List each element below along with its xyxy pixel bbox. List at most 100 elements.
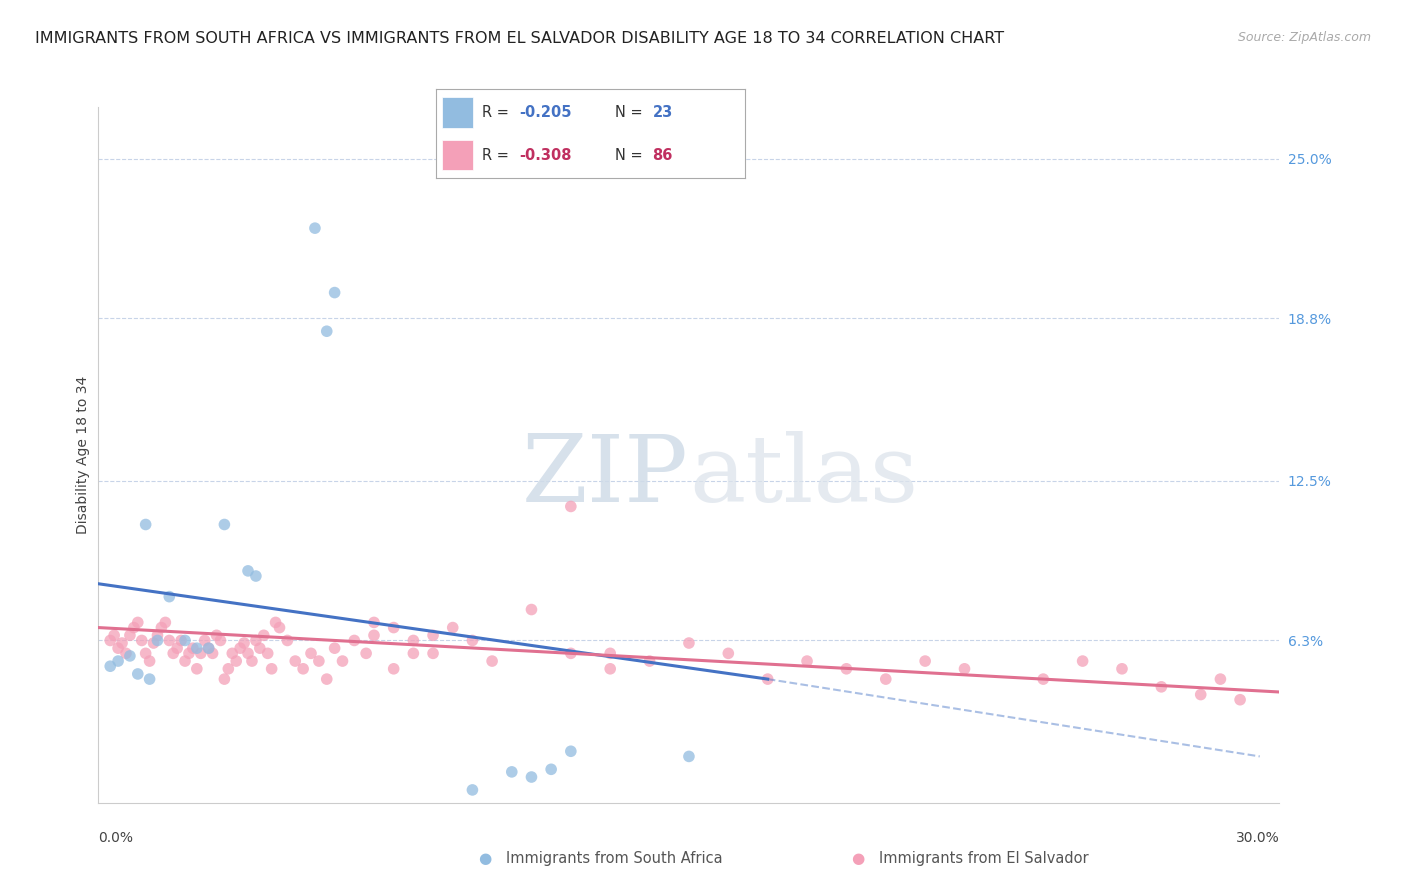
Point xyxy=(402,646,425,660)
Point xyxy=(264,615,287,630)
Point xyxy=(560,646,582,660)
Point xyxy=(166,641,188,656)
Point xyxy=(142,636,165,650)
Point xyxy=(135,646,157,660)
Point xyxy=(1071,654,1094,668)
Point xyxy=(717,646,740,660)
Point xyxy=(323,285,346,300)
Point xyxy=(229,641,252,656)
Point xyxy=(190,646,212,660)
Point xyxy=(363,615,385,630)
Point xyxy=(107,641,129,656)
Text: Immigrants from El Salvador: Immigrants from El Salvador xyxy=(879,851,1088,865)
Point xyxy=(299,646,322,660)
Point xyxy=(201,646,224,660)
Point xyxy=(181,641,204,656)
Point xyxy=(138,654,160,668)
Point xyxy=(233,636,256,650)
Text: Immigrants from South Africa: Immigrants from South Africa xyxy=(506,851,723,865)
Point xyxy=(422,628,444,642)
Point xyxy=(157,590,180,604)
Point xyxy=(174,654,197,668)
Point xyxy=(217,662,239,676)
Point xyxy=(240,654,263,668)
Point xyxy=(599,662,621,676)
Point xyxy=(382,662,405,676)
Point xyxy=(461,633,484,648)
Point xyxy=(146,628,169,642)
Text: Source: ZipAtlas.com: Source: ZipAtlas.com xyxy=(1237,31,1371,45)
Text: IMMIGRANTS FROM SOUTH AFRICA VS IMMIGRANTS FROM EL SALVADOR DISABILITY AGE 18 TO: IMMIGRANTS FROM SOUTH AFRICA VS IMMIGRAN… xyxy=(35,31,1004,46)
Point xyxy=(157,633,180,648)
Point xyxy=(107,654,129,668)
Point xyxy=(214,672,236,686)
Point xyxy=(1209,672,1232,686)
Point xyxy=(245,569,267,583)
Point xyxy=(236,646,259,660)
Point xyxy=(304,221,326,235)
Point xyxy=(382,621,405,635)
Point xyxy=(1229,692,1251,706)
Point xyxy=(1111,662,1133,676)
Point xyxy=(111,636,134,650)
Point xyxy=(186,641,208,656)
Point xyxy=(560,744,582,758)
Point xyxy=(402,633,425,648)
Point xyxy=(520,770,543,784)
Point xyxy=(284,654,307,668)
Bar xyxy=(441,97,472,128)
Point xyxy=(98,659,121,673)
Point xyxy=(363,628,385,642)
Text: ●: ● xyxy=(478,851,492,865)
Point xyxy=(540,762,562,776)
Point xyxy=(354,646,377,660)
Point xyxy=(953,662,976,676)
Point xyxy=(599,646,621,660)
Point xyxy=(1189,688,1212,702)
Point xyxy=(315,672,337,686)
Point xyxy=(253,628,276,642)
Point xyxy=(332,654,354,668)
Text: ZIP: ZIP xyxy=(522,431,689,521)
Point xyxy=(221,646,243,660)
Point xyxy=(155,615,177,630)
Text: 86: 86 xyxy=(652,148,672,162)
Text: atlas: atlas xyxy=(689,431,918,521)
Point xyxy=(225,654,247,668)
Point xyxy=(501,764,523,779)
Point xyxy=(249,641,271,656)
Point xyxy=(197,641,219,656)
Point xyxy=(269,621,291,635)
Bar xyxy=(441,140,472,170)
Y-axis label: Disability Age 18 to 34: Disability Age 18 to 34 xyxy=(76,376,90,534)
Point xyxy=(520,602,543,616)
Point xyxy=(1150,680,1173,694)
Text: 0.0%: 0.0% xyxy=(98,830,134,845)
Point xyxy=(103,628,125,642)
Point xyxy=(796,654,818,668)
Point xyxy=(756,672,779,686)
Point xyxy=(441,621,464,635)
Point xyxy=(118,648,141,663)
Point xyxy=(194,633,217,648)
Point xyxy=(150,621,173,635)
Point xyxy=(138,672,160,686)
Point xyxy=(481,654,503,668)
Point xyxy=(914,654,936,668)
Point xyxy=(276,633,298,648)
Text: R =: R = xyxy=(482,105,513,120)
Point xyxy=(256,646,278,660)
Point xyxy=(209,633,232,648)
Point xyxy=(118,628,141,642)
Text: 23: 23 xyxy=(652,105,672,120)
Point xyxy=(135,517,157,532)
Point xyxy=(174,633,197,648)
Point xyxy=(461,783,484,797)
Point xyxy=(98,633,121,648)
Point xyxy=(186,662,208,676)
Point xyxy=(835,662,858,676)
Point xyxy=(245,633,267,648)
Text: N =: N = xyxy=(616,105,648,120)
Point xyxy=(323,641,346,656)
Point xyxy=(315,324,337,338)
